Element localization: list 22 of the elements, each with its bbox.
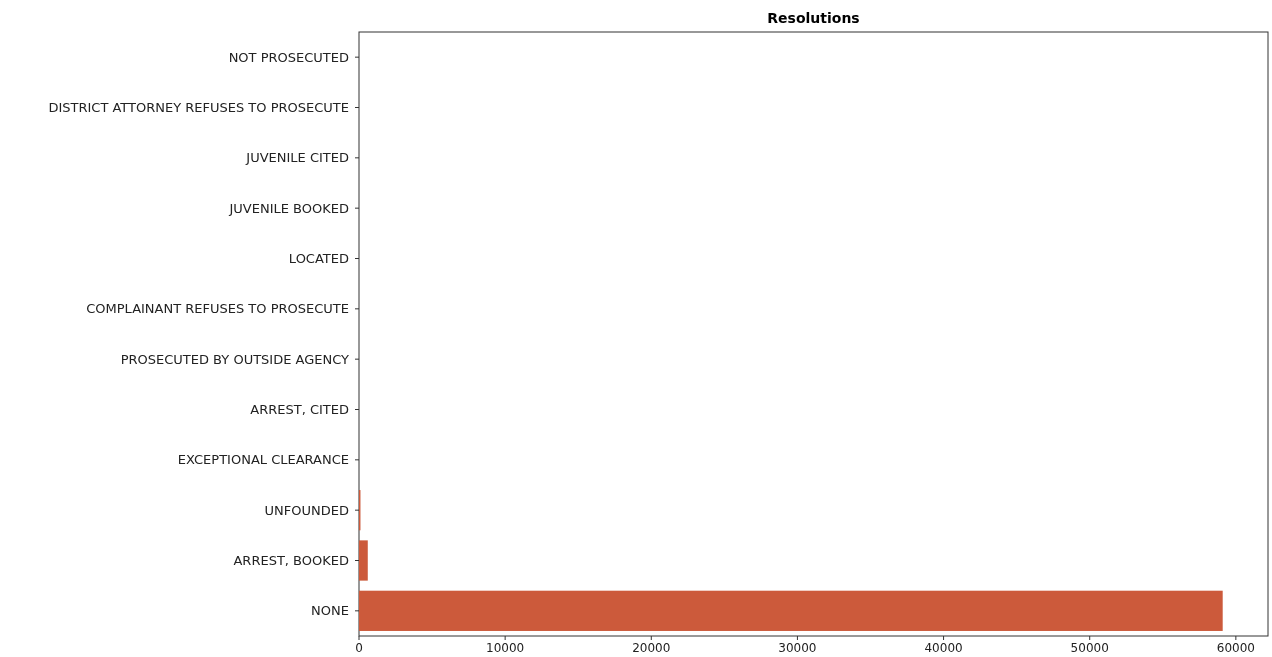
y-tick-label: ARREST, CITED	[250, 402, 349, 418]
x-tick-label: 30000	[778, 641, 817, 655]
y-tick-label: PROSECUTED BY OUTSIDE AGENCY	[120, 351, 350, 367]
x-tick-label: 0	[355, 641, 363, 655]
y-tick-label: ARREST, BOOKED	[233, 553, 349, 569]
y-tick-label: LOCATED	[288, 251, 349, 267]
y-tick-label: EXCEPTIONAL CLEARANCE	[177, 452, 349, 468]
bar	[359, 540, 368, 581]
x-tick-label: 50000	[1070, 641, 1109, 655]
x-tick-label: 60000	[1216, 641, 1255, 655]
y-tick-label: NOT PROSECUTED	[228, 49, 349, 65]
y-tick-label: UNFOUNDED	[264, 502, 349, 518]
x-tick-label: 20000	[632, 641, 671, 655]
y-tick-label: DISTRICT ATTORNEY REFUSES TO PROSECUTE	[48, 100, 349, 116]
bar	[359, 590, 1223, 631]
y-tick-label: NONE	[311, 603, 349, 619]
y-tick-label: COMPLAINANT REFUSES TO PROSECUTE	[86, 301, 349, 317]
x-tick-label: 40000	[924, 641, 963, 655]
x-tick-label: 10000	[486, 641, 525, 655]
y-tick-label: JUVENILE CITED	[245, 150, 349, 166]
chart-title: Resolutions	[767, 10, 860, 26]
y-tick-label: JUVENILE BOOKED	[228, 200, 349, 216]
